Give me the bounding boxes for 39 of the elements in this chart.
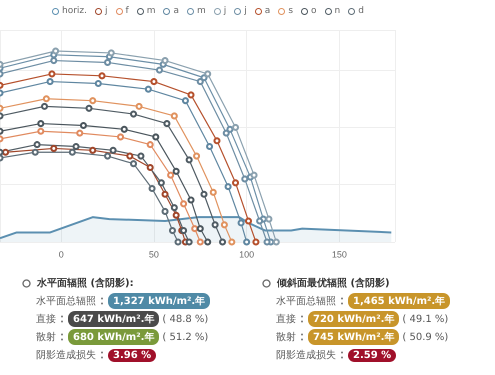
legend-label: a bbox=[173, 6, 179, 16]
text: 2.59 % bbox=[353, 350, 392, 360]
legend-label: m bbox=[196, 6, 206, 16]
x-tick-label: 0 bbox=[58, 250, 64, 260]
text: 1,465 kWh/m².年 bbox=[353, 296, 446, 307]
category-label: 阴影造成损失 bbox=[276, 348, 336, 362]
text: 倾斜面最优辐照 (含阴影) bbox=[277, 276, 390, 290]
legend-label: d bbox=[358, 6, 364, 16]
text: 680 kWh/m².年 bbox=[73, 332, 154, 343]
text: 745 kWh/m².年 bbox=[313, 332, 394, 343]
legend-label: a bbox=[264, 6, 270, 16]
text: ( 51.2 %) bbox=[162, 332, 208, 342]
legend-label: j bbox=[224, 6, 226, 16]
legend-label: j bbox=[244, 6, 247, 16]
text: 647 kWh/m².年 bbox=[73, 314, 154, 325]
category-label: 水平面总辐照 bbox=[36, 294, 96, 308]
legend-label: s bbox=[288, 6, 294, 16]
category-label: 水平面总辐照 bbox=[276, 294, 336, 308]
text: 720 kWh/m².年 bbox=[313, 314, 394, 325]
legend-label: n bbox=[334, 6, 340, 16]
x-tick-label: 150 bbox=[332, 250, 347, 260]
legend-label: o bbox=[311, 6, 317, 16]
text: ( 49.1 %) bbox=[402, 314, 448, 324]
legend-label: f bbox=[126, 6, 129, 16]
legend-label: j bbox=[105, 6, 108, 16]
category-label: 散射 bbox=[276, 330, 296, 344]
category-label: 直接 bbox=[36, 312, 56, 326]
category-label: 散射 bbox=[36, 330, 56, 344]
x-tick-label: 50 bbox=[148, 250, 159, 260]
text: 水平面辐照 (含阴影): bbox=[37, 276, 134, 290]
legend-label: horiz. bbox=[62, 6, 87, 16]
text: ( 50.9 %) bbox=[402, 332, 448, 342]
category-label: 直接 bbox=[276, 312, 296, 326]
category-label: 阴影造成损失 bbox=[36, 348, 96, 362]
text: ( 48.8 %) bbox=[162, 314, 208, 324]
text: 3.96 % bbox=[113, 350, 152, 360]
text: 1,327 kWh/m².年 bbox=[113, 296, 206, 307]
legend-label: m bbox=[146, 6, 156, 16]
x-tick-label: 100 bbox=[239, 250, 254, 260]
